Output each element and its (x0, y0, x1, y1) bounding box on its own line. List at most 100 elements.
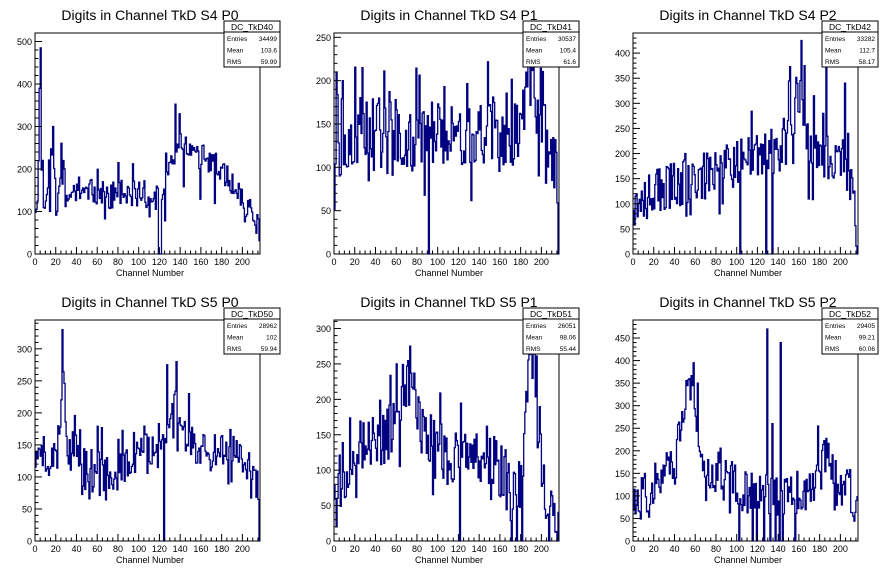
y-tick-label: 0 (326, 250, 331, 260)
stats-label-mean: Mean (227, 335, 244, 342)
x-tick-label: 140 (173, 257, 188, 267)
stats-label-mean: Mean (825, 335, 842, 342)
stats-value-entries: 33282 (857, 36, 875, 43)
chart-title: Digits in Channel TkD S5 P1 (360, 294, 537, 310)
y-tick-label: 200 (17, 408, 32, 418)
x-axis-label: Channel Number (714, 555, 782, 565)
x-tick-label: 60 (92, 257, 102, 267)
y-tick-label: 300 (316, 324, 331, 334)
y-tick-label: 0 (27, 250, 32, 260)
y-tick-label: 250 (316, 33, 331, 43)
y-tick-label: 100 (316, 466, 331, 476)
x-tick-label: 180 (812, 257, 827, 267)
y-tick-label: 300 (17, 122, 32, 132)
x-tick-label: 140 (472, 257, 487, 267)
y-tick-label: 50 (620, 514, 630, 524)
stats-value-entries: 34499 (259, 36, 277, 43)
y-tick-label: 450 (615, 334, 630, 344)
stats-box (821, 307, 879, 355)
y-tick-label: 150 (316, 430, 331, 440)
x-tick-label: 100 (430, 544, 445, 554)
x-tick-label: 60 (391, 544, 401, 554)
histogram-line (35, 328, 260, 542)
stats-label-mean: Mean (526, 335, 543, 342)
stats-label-entries: Entries (526, 36, 547, 43)
x-axis-label: Channel Number (415, 268, 483, 278)
x-tick-label: 100 (729, 257, 744, 267)
stats-label-mean: Mean (526, 48, 543, 55)
chart-title: Digits in Channel TkD S4 P2 (659, 7, 836, 23)
histogram-line (633, 328, 858, 542)
y-tick-label: 300 (615, 99, 630, 109)
stats-value-rms: 60.06 (859, 346, 876, 353)
x-tick-label: 120 (152, 544, 167, 554)
stats-value-mean: 103.6 (261, 48, 278, 55)
x-tick-label: 20 (350, 544, 360, 554)
stats-name: DC_TkD50 (231, 309, 273, 319)
stats-label-rms: RMS (526, 59, 541, 66)
x-tick-label: 100 (430, 257, 445, 267)
x-tick-label: 200 (833, 544, 848, 554)
x-tick-label: 200 (534, 544, 549, 554)
x-tick-label: 200 (235, 544, 250, 554)
x-tick-label: 120 (451, 544, 466, 554)
x-tick-label: 140 (173, 544, 188, 554)
stats-value-entries: 28962 (259, 323, 277, 330)
histogram-line (35, 47, 260, 255)
stats-name: DC_TkD41 (530, 22, 572, 32)
stats-label-entries: Entries (227, 36, 248, 43)
x-axis-label: Channel Number (116, 268, 184, 278)
stats-value-rms: 58.17 (859, 59, 876, 66)
x-tick-label: 20 (649, 544, 659, 554)
y-tick-label: 150 (316, 120, 331, 130)
x-tick-label: 180 (214, 257, 229, 267)
x-tick-label: 120 (152, 257, 167, 267)
y-tick-label: 0 (625, 250, 630, 260)
stats-value-mean: 105.4 (560, 48, 577, 55)
x-tick-label: 160 (791, 257, 806, 267)
stats-value-rms: 55.44 (560, 346, 577, 353)
x-tick-label: 120 (451, 257, 466, 267)
x-tick-label: 200 (833, 257, 848, 267)
histogram-panel-5: Digits in Channel TkD S5 P2 0 20 40 60 80 100 1… (615, 294, 879, 565)
stats-value-rms: 59.94 (261, 346, 278, 353)
y-tick-label: 50 (321, 501, 331, 511)
y-tick-label: 100 (316, 163, 331, 173)
y-tick-label: 50 (321, 206, 331, 216)
y-tick-label: 250 (615, 424, 630, 434)
y-tick-label: 250 (615, 124, 630, 134)
x-tick-label: 0 (32, 544, 37, 554)
plot-frame (34, 319, 261, 542)
x-tick-label: 60 (391, 257, 401, 267)
x-tick-label: 0 (630, 257, 635, 267)
x-tick-label: 80 (412, 544, 422, 554)
x-tick-label: 20 (649, 257, 659, 267)
x-tick-label: 20 (51, 544, 61, 554)
stats-name: DC_TkD42 (829, 22, 871, 32)
stats-label-mean: Mean (227, 48, 244, 55)
x-tick-label: 60 (690, 544, 700, 554)
y-tick-label: 150 (17, 440, 32, 450)
y-tick-label: 0 (625, 537, 630, 547)
y-tick-label: 200 (615, 149, 630, 159)
x-tick-label: 160 (193, 544, 208, 554)
stats-label-entries: Entries (825, 323, 846, 330)
x-tick-label: 40 (370, 257, 380, 267)
stats-box (223, 307, 281, 355)
y-tick-label: 0 (27, 537, 32, 547)
histogram-panel-3: Digits in Channel TkD S5 P0 0 20 40 60 80 100 1… (17, 294, 281, 565)
chart-title: Digits in Channel TkD S4 P1 (360, 7, 537, 23)
y-tick-label: 100 (17, 472, 32, 482)
x-tick-label: 120 (750, 544, 765, 554)
stats-value-mean: 98.06 (560, 335, 577, 342)
y-tick-label: 350 (615, 74, 630, 84)
x-tick-label: 140 (771, 257, 786, 267)
histogram-panel-2: Digits in Channel TkD S4 P2 0 20 40 60 80 100 1… (615, 7, 879, 278)
x-tick-label: 80 (711, 257, 721, 267)
x-tick-label: 180 (812, 544, 827, 554)
stats-box (522, 20, 580, 68)
stats-label-rms: RMS (825, 59, 840, 66)
chart-title: Digits in Channel TkD S5 P2 (659, 294, 836, 310)
x-tick-label: 20 (350, 257, 360, 267)
x-tick-label: 160 (492, 257, 507, 267)
